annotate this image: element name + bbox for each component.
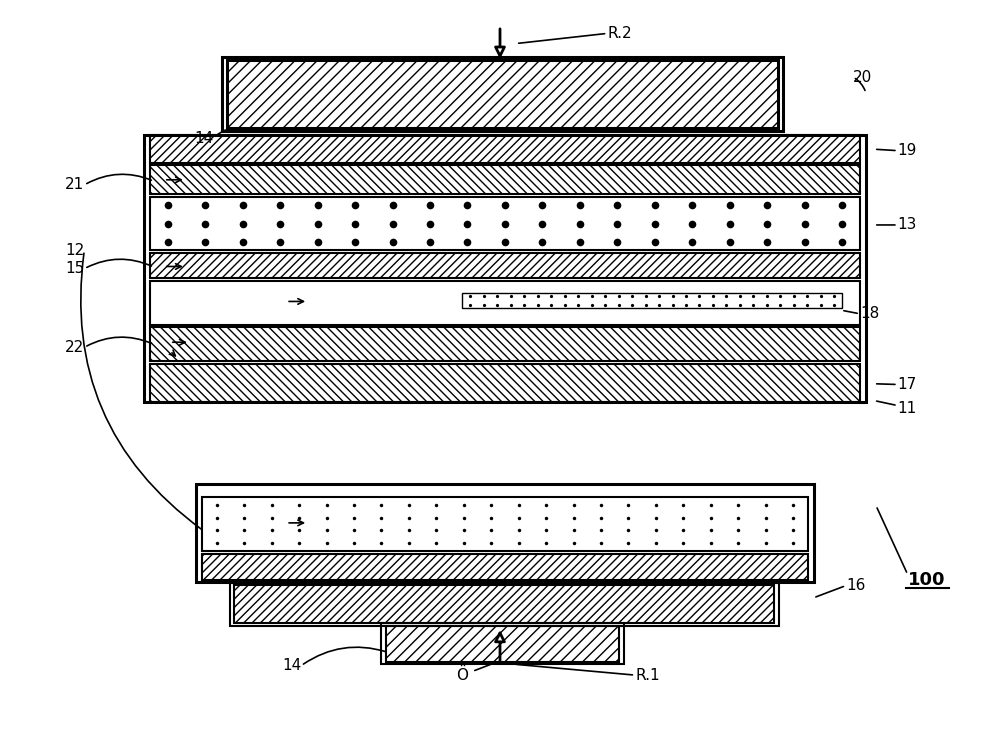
- Text: R.1: R.1: [635, 668, 660, 683]
- Bar: [150, 253, 860, 278]
- Text: 22: 22: [65, 340, 84, 355]
- Bar: [381, 623, 624, 664]
- Bar: [230, 583, 779, 625]
- Bar: [202, 554, 808, 580]
- Text: R.2: R.2: [607, 26, 632, 41]
- Text: 19: 19: [898, 143, 917, 158]
- Bar: [150, 165, 860, 195]
- Text: 13: 13: [898, 217, 917, 233]
- Bar: [150, 135, 860, 163]
- Text: 17: 17: [898, 377, 917, 392]
- Text: 16: 16: [846, 578, 865, 593]
- Bar: [150, 327, 860, 361]
- Text: Ö: Ö: [456, 668, 468, 683]
- Bar: [222, 57, 783, 131]
- Text: 14: 14: [282, 658, 301, 673]
- Bar: [150, 197, 860, 250]
- Bar: [150, 364, 860, 402]
- Bar: [202, 497, 808, 551]
- Bar: [386, 625, 619, 662]
- Text: 15: 15: [65, 261, 84, 276]
- Bar: [462, 293, 842, 308]
- Bar: [227, 60, 778, 128]
- Bar: [150, 281, 860, 324]
- Text: 21: 21: [65, 178, 84, 192]
- Bar: [196, 484, 814, 582]
- Text: 18: 18: [860, 306, 879, 321]
- Bar: [234, 585, 774, 623]
- Text: 11: 11: [898, 401, 917, 416]
- Text: 12: 12: [65, 243, 84, 258]
- Bar: [144, 135, 866, 402]
- Text: 14: 14: [194, 131, 214, 146]
- Text: 100: 100: [908, 571, 945, 589]
- Text: 20: 20: [853, 70, 872, 84]
